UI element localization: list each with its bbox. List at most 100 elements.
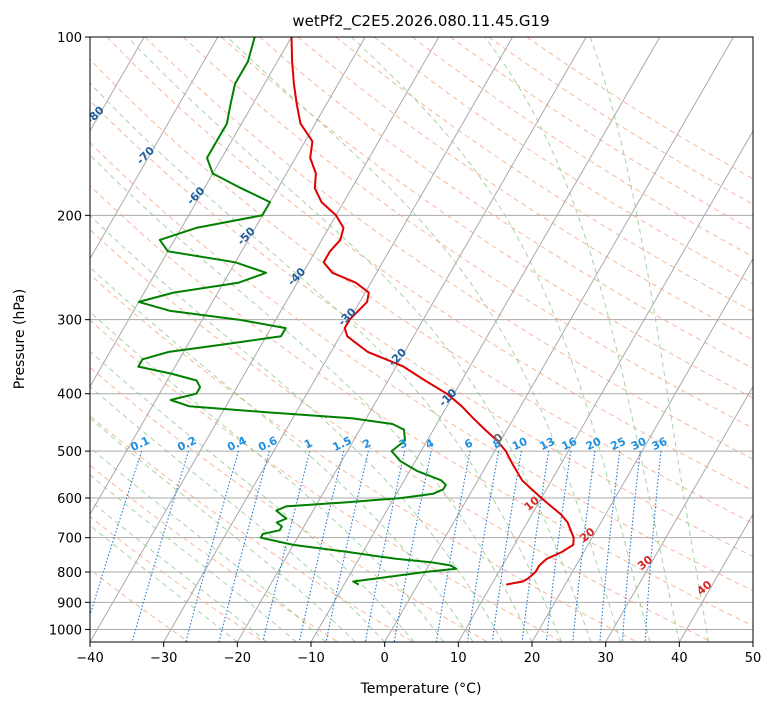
- x-tick-label: 10: [450, 651, 467, 666]
- isotherm-label: -90: [33, 63, 56, 86]
- dry-adiabat-line: [221, 37, 753, 399]
- mixing-ratio-line: [545, 451, 572, 642]
- dry-adiabat-line: [411, 37, 753, 258]
- dry-adiabat-line: [373, 37, 753, 285]
- dry-adiabat-line: [259, 37, 753, 370]
- y-tick-label: 400: [57, 388, 82, 403]
- isotherm-label: -100: [0, 20, 9, 49]
- mixing-ratio-line: [262, 450, 311, 642]
- moist-adiabat-line: [90, 214, 503, 642]
- x-tick-label: −20: [224, 651, 251, 666]
- moist-adiabats: [90, 37, 710, 642]
- x-tick-label: −40: [76, 651, 103, 666]
- mixing-ratio-line: [521, 451, 550, 642]
- isotherm-line: [90, 37, 292, 388]
- moist-adiabat-line: [90, 350, 415, 642]
- moist-adiabat-line: [90, 154, 533, 642]
- mixing-ratio-label: 30: [629, 435, 649, 453]
- mixing-ratio-line: [466, 451, 500, 642]
- dry-adiabat-line: [90, 184, 753, 627]
- x-tick-label: 20: [524, 651, 541, 666]
- mixing-ratio-line: [298, 450, 345, 642]
- moist-adiabat-line: [90, 311, 445, 642]
- y-tick-label: 100: [57, 31, 82, 46]
- moist-adiabat-line: [90, 385, 386, 642]
- y-axis-label: Pressure (hPa): [12, 289, 28, 389]
- moist-adiabat-line: [90, 446, 327, 642]
- mixing-ratio-label: 25: [609, 435, 628, 453]
- moist-adiabat-line: [90, 474, 297, 642]
- y-tick-label: 1000: [49, 623, 82, 638]
- mixing-ratio-line: [325, 450, 369, 642]
- moist-adiabat-line: [351, 37, 651, 642]
- x-tick-label: 30: [597, 651, 614, 666]
- isotherm-line: [531, 257, 753, 642]
- mixing-ratio-label: 20: [584, 435, 604, 453]
- pressure-grid: [90, 37, 753, 630]
- x-tick-label: 50: [745, 651, 762, 666]
- y-tick-label: 300: [57, 314, 82, 329]
- temperature-profile-line: [290, 37, 575, 586]
- mixing-ratio-line: [185, 450, 239, 642]
- dry-adiabat-line: [90, 319, 563, 642]
- dry-adiabat-line: [106, 37, 753, 492]
- y-tick-label: 800: [57, 566, 82, 581]
- mixing-ratio-line: [491, 451, 522, 642]
- plot-area: 0.1 0.2 0.4 0.6 1 1.5 2 3 4 6 8 10 13 16 20 25 30 36-100-…: [0, 20, 753, 642]
- moist-adiabat-line: [90, 266, 474, 642]
- dry-adiabat-line: [297, 37, 753, 341]
- x-tick-label: 40: [671, 651, 688, 666]
- mixing-ratio-line: [393, 450, 432, 642]
- isotherm-line: [678, 513, 753, 642]
- y-tick-label: 200: [57, 209, 82, 224]
- dry-adiabat-line: [182, 37, 753, 429]
- mixing-ratio-line: [599, 451, 621, 642]
- isotherm-line: [384, 37, 734, 642]
- isotherm-line: [236, 37, 587, 642]
- isotherm-line: [90, 37, 219, 260]
- dry-adiabat-line: [90, 142, 753, 592]
- chart-title: wetPf2_C2E5.2026.080.11.45.G19: [292, 12, 549, 31]
- mixing-ratio-line: [644, 451, 662, 642]
- x-axis: −40 −30 −20 −10 0 10 20 30 40 50: [76, 642, 761, 666]
- dry-adiabat-line: [450, 37, 753, 231]
- dry-adiabat-line: [90, 228, 712, 642]
- isotherm-line: [163, 37, 513, 642]
- y-axis: 100 200 300 400 500 600 700 800 900 1000: [49, 31, 90, 638]
- adiabat-label: 20: [578, 525, 598, 545]
- mixing-ratio-label: 36: [650, 435, 670, 453]
- dry-adiabat-line: [90, 568, 190, 642]
- isotherm-line: [310, 37, 661, 642]
- mixing-ratio-line: [572, 451, 596, 642]
- dry-adiabat-line: [90, 366, 488, 642]
- moist-adiabat-line: [90, 500, 268, 642]
- isotherm-line: [0, 37, 71, 642]
- moist-adiabat-line: [90, 417, 356, 642]
- y-tick-label: 600: [57, 492, 82, 507]
- mixing-ratio-label: 13: [538, 435, 557, 453]
- isotherm-line: [457, 129, 753, 642]
- adiabat-label: 40: [694, 578, 714, 598]
- dry-adiabat-line: [144, 37, 753, 460]
- y-tick-label: 700: [57, 532, 82, 547]
- dry-adiabat-line: [90, 58, 753, 524]
- dry-adiabat-line: [90, 273, 638, 642]
- x-tick-label: 0: [381, 651, 389, 666]
- mixing-ratio-label: 4: [424, 436, 437, 451]
- mixing-ratio-line: [218, 450, 270, 642]
- mixing-ratio-label: 6: [462, 436, 475, 451]
- plot-frame: [89, 36, 754, 643]
- x-tick-label: −10: [297, 651, 324, 666]
- x-tick-label: −30: [150, 651, 177, 666]
- moist-adiabat-line: [484, 37, 680, 642]
- isotherm-line: [752, 640, 753, 642]
- mixing-ratio-label: 1: [302, 436, 314, 451]
- moist-adiabat-line: [589, 37, 710, 642]
- dry-adiabat-line: [335, 37, 753, 313]
- mixing-ratio-lines: [90, 450, 662, 642]
- mixing-ratio-line: [90, 450, 143, 618]
- mixing-ratio-label: 3: [397, 436, 409, 451]
- isotherm-line: [90, 37, 366, 516]
- x-axis-label: Temperature (°C): [360, 681, 482, 697]
